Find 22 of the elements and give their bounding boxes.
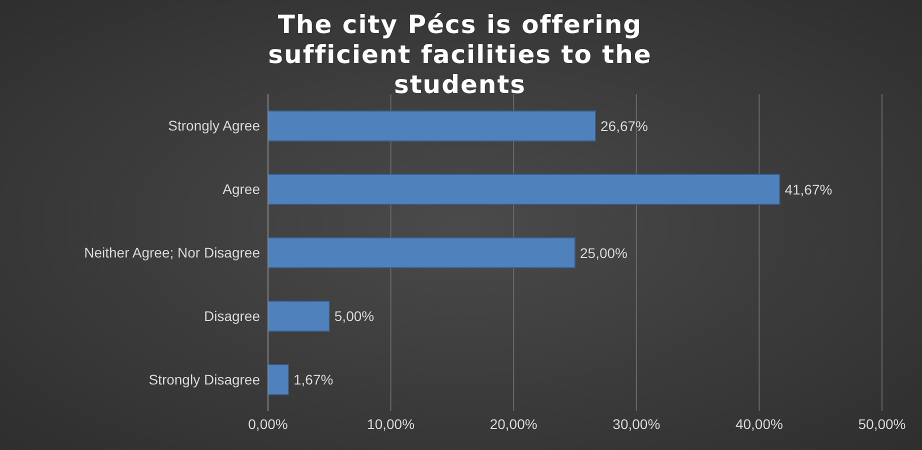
- y-tick-label: Agree: [222, 181, 260, 198]
- y-tick-label: Strongly Agree: [168, 118, 260, 134]
- data-label: 5,00%: [334, 308, 374, 324]
- x-tick-label: 40,00%: [735, 416, 783, 432]
- bar: [268, 110, 596, 142]
- x-tick-label: 50,00%: [858, 416, 906, 432]
- data-label: 25,00%: [580, 244, 628, 261]
- x-tick-label: 20,00%: [490, 416, 538, 432]
- y-tick-label: Neither Agree; Nor Disagree: [84, 244, 260, 260]
- bar: [268, 300, 330, 332]
- chart-title: The city Pécs is offering sufficient facilities to the students: [267, 10, 653, 100]
- bar: [268, 364, 290, 396]
- bar: [268, 174, 780, 205]
- x-tick-label: 10,00%: [367, 416, 415, 432]
- data-label: 1,67%: [294, 372, 334, 388]
- data-label: 26,67%: [600, 118, 648, 134]
- y-tick-label: Strongly Disagree: [148, 371, 260, 388]
- y-tick-label: Disagree: [204, 308, 260, 324]
- data-label: 41,67%: [784, 181, 832, 198]
- x-tick-label: 30,00%: [612, 416, 660, 432]
- x-tick-label: 0,00%: [248, 416, 288, 432]
- bar: [268, 237, 576, 268]
